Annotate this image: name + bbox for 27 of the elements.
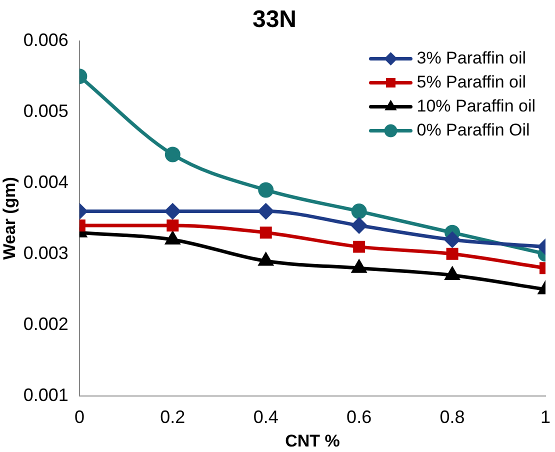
- y-tick-label: 0.003: [23, 242, 68, 263]
- point: [260, 226, 272, 239]
- x-tick-label: 0.4: [253, 406, 278, 427]
- point: [351, 218, 367, 234]
- y-tick-label: 0.006: [23, 30, 68, 50]
- legend-label: 10% Paraffin oil: [416, 96, 536, 116]
- x-tick-label: 0: [74, 406, 84, 427]
- point: [258, 253, 273, 266]
- point: [353, 240, 366, 253]
- chart-title: 33N: [252, 6, 297, 34]
- point: [258, 204, 274, 220]
- legend-label: 0% Paraffin Oil: [416, 120, 530, 140]
- point: [258, 182, 274, 198]
- y-tick-label: 0.005: [23, 100, 68, 121]
- point: [351, 204, 367, 220]
- x-tick-label: 0.8: [440, 406, 465, 427]
- x-tick-label: 1: [540, 406, 551, 427]
- x-tick-label: 0.6: [346, 406, 372, 427]
- legend-label: 5% Paraffin oil: [416, 72, 526, 92]
- y-tick-label: 0.004: [23, 172, 68, 192]
- x-axis-title: CNT %: [285, 431, 340, 450]
- point: [352, 260, 366, 273]
- y-tick-label: 0.002: [23, 314, 68, 334]
- x-tick-label: 0.2: [160, 406, 186, 427]
- y-axis-title: Wear (gm): [0, 176, 19, 260]
- legend-label: 3% Paraffin oil: [416, 48, 526, 68]
- y-tick-label: 0.001: [23, 384, 68, 405]
